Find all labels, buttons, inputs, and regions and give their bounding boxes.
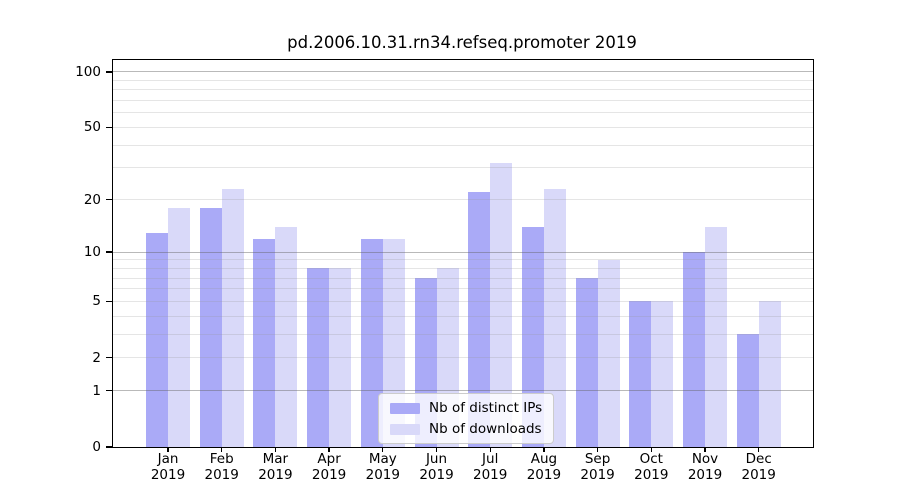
legend-label: Nb of downloads: [429, 421, 542, 437]
legend: Nb of distinct IPs Nb of downloads: [378, 393, 555, 444]
x-tick-label: Nov 2019: [687, 451, 723, 483]
legend-label: Nb of distinct IPs: [429, 400, 543, 416]
y-tick-mark: [106, 198, 112, 201]
x-tick-label: Jun 2019: [419, 451, 454, 483]
x-tick-mark: [328, 447, 330, 452]
legend-item: Nb of downloads: [390, 421, 542, 437]
gridline-minor: [113, 112, 813, 114]
bar-downloads-apr: [329, 268, 352, 447]
bar-ips-oct: [629, 301, 652, 447]
bar-ips-dec: [736, 334, 759, 447]
x-tick-label: Mar 2019: [258, 451, 293, 483]
x-tick-mark: [489, 447, 491, 452]
y-tick-label: 1: [92, 382, 101, 399]
gridline-minor: [113, 199, 813, 201]
x-tick-label: Sep 2019: [580, 451, 615, 483]
bar-downloads-sep: [597, 259, 620, 447]
gridline-minor: [113, 357, 813, 359]
bar-ips-jul: [468, 192, 491, 447]
x-tick-mark: [221, 447, 223, 452]
gridline-minor: [113, 300, 813, 302]
x-tick-label: Oct 2019: [634, 451, 669, 483]
gridline-minor: [113, 259, 813, 261]
bar-downloads-oct: [651, 301, 674, 447]
legend-swatch-ips: [390, 402, 420, 414]
bar-ips-mar: [253, 238, 276, 447]
bar-downloads-nov: [705, 226, 727, 447]
x-tick-label: Jul 2019: [473, 451, 508, 483]
y-tick-mark: [106, 71, 112, 73]
x-tick-label: Aug 2019: [526, 451, 562, 483]
y-tick-mark: [106, 300, 112, 303]
bar-ips-aug: [521, 226, 544, 447]
y-tick-label: 10: [83, 244, 101, 261]
bar-ips-sep: [575, 278, 598, 447]
bar-ips-feb: [199, 207, 222, 447]
bar-downloads-mar: [275, 226, 298, 447]
x-tick-label: May 2019: [365, 451, 400, 483]
gridline-minor: [113, 167, 813, 169]
x-tick-label: Dec 2019: [741, 451, 776, 483]
plot-area: 0 1 2 5 10 20 50 100 Jan 2019 Feb 2019 Mar 2019 Apr…: [75, 59, 814, 482]
gridline-major: [113, 251, 813, 253]
x-tick-mark: [704, 447, 706, 452]
y-tick-label: 50: [83, 119, 101, 136]
x-tick-label: Apr 2019: [311, 451, 347, 483]
x-tick-label: Jan 2019: [150, 451, 186, 483]
chart-title: pd.2006.10.31.rn34.refseq.promoter 2019: [287, 33, 637, 52]
bar-ips-nov: [683, 252, 705, 447]
y-tick-label: 2: [92, 349, 101, 366]
x-tick-mark: [650, 447, 652, 452]
gridline-minor: [113, 277, 813, 279]
bar-downloads-aug: [543, 188, 566, 447]
y-tick-mark: [106, 357, 112, 359]
x-tick-mark: [274, 447, 277, 452]
x-tick-mark: [596, 447, 599, 452]
y-tick-mark: [106, 446, 112, 448]
gridline-minor: [113, 315, 813, 317]
gridline-major: [113, 390, 813, 392]
y-tick-mark: [106, 389, 112, 392]
bar-downloads-jan: [168, 207, 190, 447]
bar-downloads-jul: [490, 162, 513, 447]
y-tick-mark: [106, 126, 112, 129]
bar-ips-may: [360, 238, 383, 447]
legend-swatch-downloads: [390, 423, 420, 435]
x-tick-mark: [758, 447, 760, 452]
gridline-minor: [113, 100, 813, 102]
y-tick-label: 100: [75, 63, 101, 80]
gridline-minor: [113, 89, 813, 91]
x-tick-mark: [543, 447, 545, 452]
x-tick-label: Feb 2019: [204, 451, 239, 483]
gridline-minor: [113, 267, 813, 269]
y-tick-label: 5: [92, 293, 101, 310]
bar-downloads-dec: [758, 301, 781, 447]
gridline-major: [113, 71, 813, 73]
gridline-minor: [113, 126, 813, 128]
legend-item: Nb of distinct IPs: [390, 400, 542, 416]
x-tick-mark: [167, 447, 169, 452]
y-tick-label: 20: [83, 191, 101, 208]
bar-ips-jan: [146, 232, 168, 447]
gridline-minor: [113, 288, 813, 290]
x-tick-mark: [382, 447, 384, 452]
bar-downloads-feb: [221, 188, 244, 447]
x-tick-mark: [435, 447, 438, 452]
y-tick-label: 0: [92, 439, 101, 455]
y-tick-mark: [106, 251, 112, 253]
gridline-minor: [113, 333, 813, 335]
bar-ips-apr: [307, 268, 330, 447]
gridline-minor: [113, 79, 813, 81]
gridline-minor: [113, 144, 813, 146]
